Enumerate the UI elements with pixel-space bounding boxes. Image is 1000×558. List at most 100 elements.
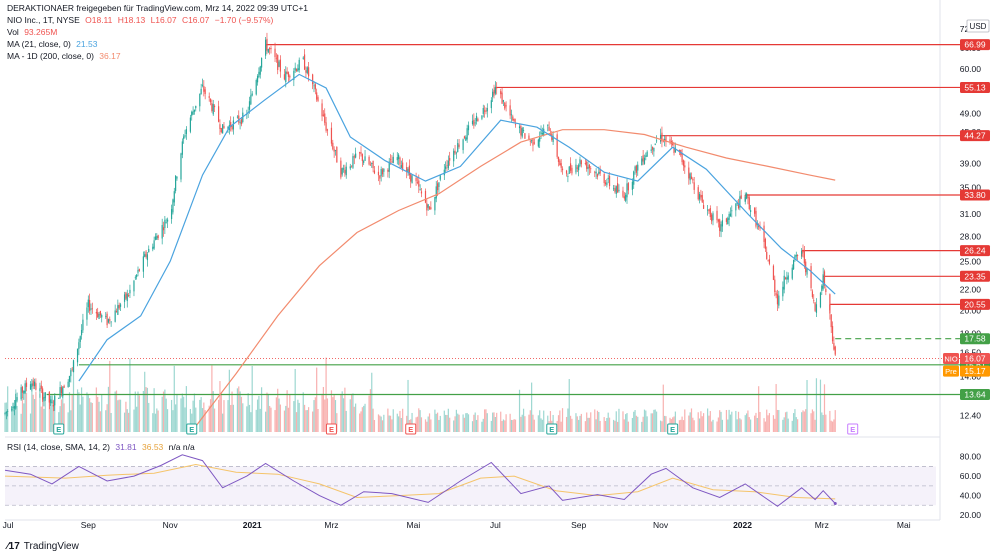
candle-body — [303, 54, 306, 70]
volume-bar — [185, 386, 187, 432]
volume-bar — [810, 413, 812, 432]
candle-body — [496, 87, 498, 89]
volume-bar — [219, 381, 221, 432]
volume-bar — [445, 414, 447, 432]
volume-bar — [352, 393, 354, 432]
volume-bar — [637, 416, 639, 432]
earnings-marker-letter: E — [670, 425, 675, 434]
volume-bar — [238, 386, 240, 432]
volume-bar — [467, 414, 470, 432]
volume-bar — [166, 409, 169, 432]
candle-body — [211, 103, 213, 111]
tradingview-watermark[interactable]: ⁄17 TradingView — [7, 541, 79, 552]
volume-bar — [349, 399, 351, 432]
candle-body — [494, 86, 496, 94]
candle-body — [684, 165, 686, 168]
candle-body — [154, 236, 157, 240]
volume-bar — [133, 409, 135, 432]
volume-bar — [768, 413, 771, 432]
volume-bar — [118, 399, 120, 432]
volume-bar — [91, 402, 93, 432]
volume-bar — [787, 418, 789, 432]
volume-bar — [571, 418, 573, 432]
rsi-tick-label: 40.00 — [960, 491, 982, 501]
volume-bar — [33, 399, 36, 432]
volume-bar — [402, 408, 404, 432]
y-tick-label: 12.40 — [960, 410, 982, 420]
candle-body — [364, 156, 366, 161]
candle-body — [462, 139, 464, 151]
volume-legend[interactable]: Vol 93.265M — [7, 27, 60, 37]
last-price-tag-prefix-text: NIO — [944, 354, 958, 363]
candle-body — [195, 105, 197, 109]
candle-body — [618, 189, 620, 191]
volume-bar — [434, 409, 436, 432]
candle-body — [698, 194, 701, 200]
volume-bar — [504, 420, 506, 432]
candle-body — [430, 207, 432, 210]
ma21-legend[interactable]: MA (21, close, 0) 21.53 — [7, 39, 100, 49]
volume-bar — [303, 404, 306, 432]
resistance-tag-text: 44.27 — [964, 131, 986, 141]
candle-body — [513, 119, 515, 122]
volume-bar — [340, 394, 342, 432]
candle-body — [322, 114, 324, 116]
earnings-marker-letter: E — [329, 425, 334, 434]
volume-bar — [86, 392, 88, 432]
volume-bar — [240, 396, 243, 432]
candle-body — [239, 122, 241, 124]
candle-body — [360, 152, 362, 155]
candle-body — [567, 176, 569, 177]
candle-body — [192, 111, 194, 115]
ma200-legend[interactable]: MA - 1D (200, close, 0) 36.17 — [7, 51, 124, 61]
candle-body — [218, 106, 220, 122]
volume-bar — [227, 400, 229, 432]
volume-bar — [693, 420, 695, 432]
candle-body — [767, 260, 769, 262]
candle-body — [748, 197, 750, 210]
volume-bar — [791, 420, 793, 432]
last-price-tag — [960, 352, 990, 364]
volume-bar — [427, 416, 429, 432]
rsi-legend[interactable]: RSI (14, close, SMA, 14, 2) 31.81 36.53 … — [7, 442, 198, 452]
candle-body — [531, 140, 533, 142]
candle-body — [60, 387, 63, 394]
volume-bar — [435, 413, 437, 432]
volume-bar — [697, 412, 699, 432]
candle-body — [784, 277, 787, 280]
candle-body — [439, 175, 441, 180]
volume-bar — [236, 388, 239, 432]
volume-bar — [29, 413, 32, 432]
ma200-value: 36.17 — [99, 51, 121, 61]
volume-bar — [275, 397, 277, 432]
candle-body — [407, 168, 409, 172]
volume-bar — [473, 414, 475, 432]
candle-body — [541, 133, 543, 135]
candle-body — [16, 397, 18, 401]
candle-body — [758, 224, 760, 228]
volume-bar — [618, 408, 620, 432]
volume-label: Vol — [7, 27, 19, 37]
currency-box — [966, 19, 990, 33]
candle-body — [117, 305, 119, 315]
volume-bar — [125, 401, 127, 432]
volume-bar — [595, 419, 597, 432]
candle-body — [641, 158, 643, 166]
symbol-legend[interactable]: NIO Inc., 1T, NYSE O18.11 H18.13 L16.07 … — [7, 15, 276, 25]
candle-body — [500, 91, 502, 95]
volume-bar — [80, 387, 83, 432]
candle-body — [200, 88, 202, 95]
volume-bar — [627, 421, 629, 432]
candle-body — [490, 100, 492, 109]
volume-bar — [474, 412, 476, 432]
candle-body — [580, 160, 582, 165]
volume-bar — [580, 413, 582, 432]
volume-bar — [355, 403, 357, 432]
earnings-marker — [546, 423, 558, 435]
candle-body — [353, 156, 355, 158]
volume-bar — [641, 421, 643, 432]
candle-body — [740, 195, 742, 199]
earnings-marker-letter: E — [56, 425, 61, 434]
volume-bar — [745, 413, 748, 432]
